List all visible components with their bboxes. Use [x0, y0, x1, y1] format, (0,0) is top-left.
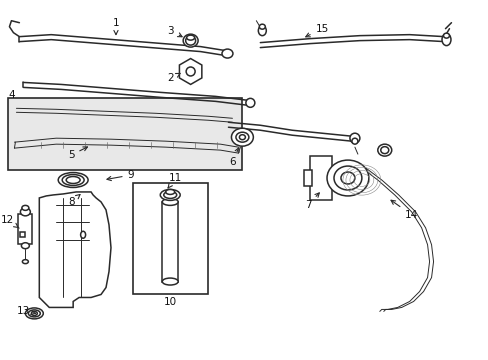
Text: 5: 5 — [68, 147, 87, 160]
Ellipse shape — [183, 34, 198, 47]
Ellipse shape — [333, 166, 361, 190]
Polygon shape — [179, 59, 202, 85]
Ellipse shape — [25, 308, 43, 319]
Bar — [20, 232, 25, 237]
Text: 7: 7 — [304, 193, 319, 210]
Text: 13: 13 — [17, 306, 36, 316]
Polygon shape — [39, 192, 111, 307]
Text: 3: 3 — [167, 26, 182, 37]
Ellipse shape — [245, 98, 254, 107]
Ellipse shape — [66, 176, 80, 184]
Ellipse shape — [340, 172, 354, 184]
Ellipse shape — [162, 198, 178, 206]
Text: 14: 14 — [390, 200, 417, 220]
Ellipse shape — [160, 189, 180, 201]
Text: 11: 11 — [167, 173, 182, 188]
Ellipse shape — [21, 243, 29, 249]
Ellipse shape — [81, 231, 85, 238]
Ellipse shape — [31, 311, 37, 315]
Ellipse shape — [235, 132, 248, 142]
Text: 9: 9 — [107, 170, 134, 181]
Ellipse shape — [165, 189, 174, 194]
Ellipse shape — [258, 26, 266, 36]
Ellipse shape — [231, 128, 253, 146]
Bar — [304, 170, 311, 186]
Ellipse shape — [239, 135, 245, 140]
Ellipse shape — [351, 138, 357, 144]
Text: 8: 8 — [68, 194, 80, 207]
Text: 15: 15 — [305, 24, 328, 37]
Ellipse shape — [28, 310, 40, 317]
Ellipse shape — [441, 33, 450, 46]
Ellipse shape — [58, 172, 88, 188]
Text: 2: 2 — [167, 73, 180, 84]
Text: 10: 10 — [163, 297, 177, 307]
Ellipse shape — [163, 192, 176, 198]
Ellipse shape — [185, 36, 195, 45]
Ellipse shape — [20, 208, 30, 216]
Bar — [8, 98, 242, 170]
Ellipse shape — [62, 175, 84, 185]
Ellipse shape — [222, 49, 232, 58]
Ellipse shape — [22, 260, 28, 264]
Ellipse shape — [259, 24, 265, 29]
Text: 1: 1 — [112, 18, 119, 35]
Bar — [162, 202, 178, 282]
Ellipse shape — [380, 147, 388, 154]
Ellipse shape — [349, 133, 359, 143]
Ellipse shape — [186, 35, 194, 40]
Ellipse shape — [22, 206, 29, 210]
Bar — [309, 156, 331, 200]
Ellipse shape — [186, 67, 195, 76]
Bar — [19, 214, 32, 244]
Ellipse shape — [443, 33, 448, 38]
Text: 4: 4 — [8, 90, 15, 100]
Ellipse shape — [377, 144, 391, 156]
Ellipse shape — [162, 278, 178, 285]
Ellipse shape — [326, 160, 368, 196]
Text: 6: 6 — [229, 148, 239, 167]
Text: 12: 12 — [1, 215, 19, 228]
Bar — [133, 183, 207, 294]
